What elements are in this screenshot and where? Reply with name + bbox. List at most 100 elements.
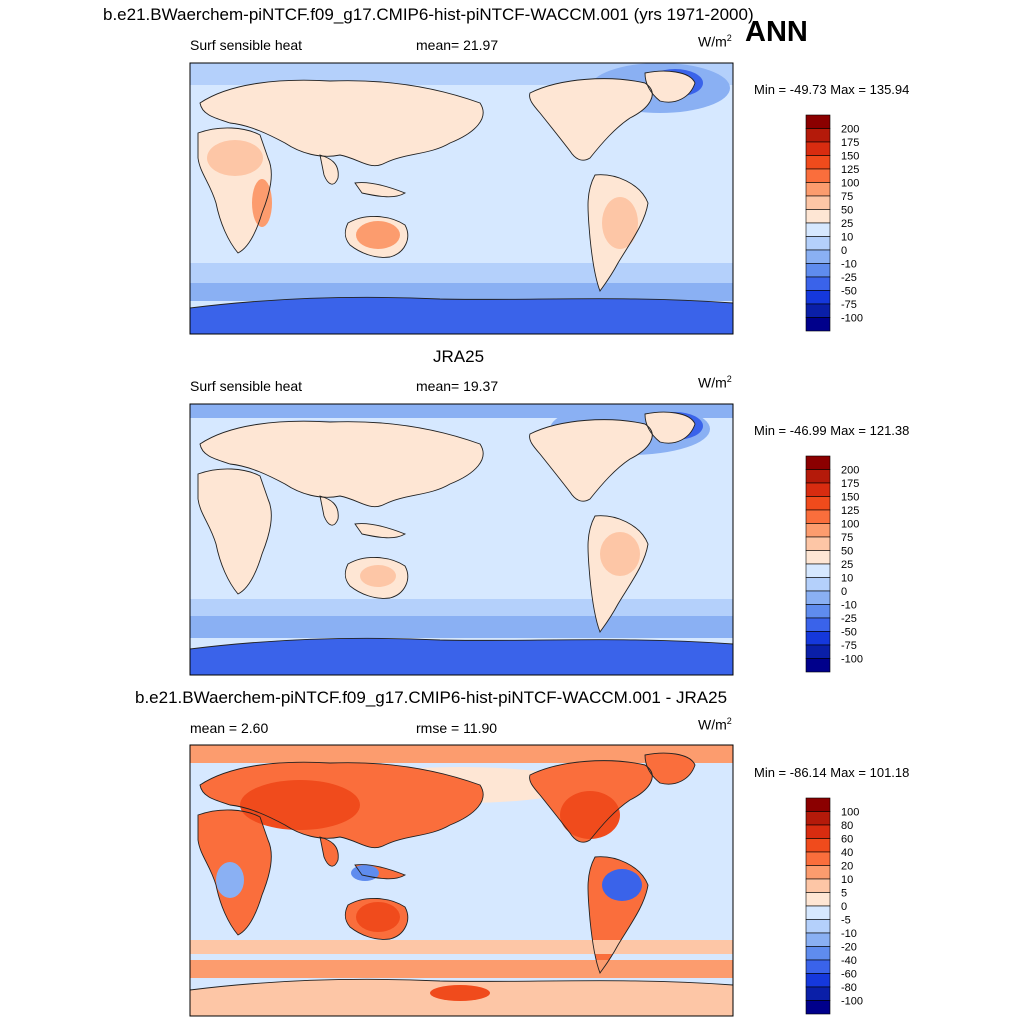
australia-hotspot — [356, 221, 400, 249]
southern-band — [190, 263, 733, 283]
colorbar-swatch — [805, 892, 831, 907]
colorbar-tick-label: 125 — [841, 164, 859, 176]
colorbar-tick-label: 0 — [841, 901, 847, 913]
colorbar-tick-label: 75 — [841, 191, 853, 203]
colorbar-tick-label: -75 — [841, 299, 857, 311]
colorbar-swatch — [805, 155, 831, 170]
colorbar-swatch — [805, 577, 831, 592]
colorbar-swatch — [805, 838, 831, 853]
colorbar-swatch — [805, 811, 831, 826]
colorbar-swatch — [805, 303, 831, 318]
colorbar-tick-label: -100 — [841, 996, 863, 1008]
colorbar-swatch — [805, 973, 831, 988]
colorbar-swatch — [805, 209, 831, 224]
colorbar-tick-label: 0 — [841, 586, 847, 598]
south-america-hotspot — [600, 532, 640, 576]
colorbar-tick-label: 50 — [841, 546, 853, 558]
colorbar-tick-label: -25 — [841, 613, 857, 625]
colorbar-tick-label: -60 — [841, 969, 857, 981]
colorbar-swatch — [805, 1000, 831, 1015]
colorbar-swatch — [805, 590, 831, 605]
colorbar-swatch — [805, 276, 831, 291]
panel1-units: W/m2 — [698, 33, 732, 50]
colorbars: 200175150125100755025100-10-25-50-75-100… — [805, 114, 863, 1015]
colorbar-swatch — [805, 617, 831, 632]
colorbar-tick-label: -80 — [841, 982, 857, 994]
colorbar-tick-label: 125 — [841, 505, 859, 517]
colorbar-swatch — [805, 563, 831, 578]
colorbar-swatch — [805, 604, 831, 619]
colorbar-tick-label: -100 — [841, 313, 863, 325]
season-label: ANN — [745, 16, 808, 48]
colorbar-swatch — [805, 182, 831, 197]
colorbar-tick-label: 60 — [841, 834, 853, 846]
colorbar-swatch — [805, 946, 831, 961]
panel2-mean-label: mean= 19.37 — [416, 378, 499, 394]
arctic-warm-band — [190, 745, 733, 763]
colorbar-swatch — [805, 919, 831, 934]
colorbar-swatch — [805, 195, 831, 210]
colorbar-tick-label: -50 — [841, 627, 857, 639]
panel2-units: W/m2 — [698, 374, 732, 391]
colorbar-swatch — [805, 878, 831, 893]
colorbar-tick-label: 25 — [841, 559, 853, 571]
units-base: W/m — [698, 374, 727, 391]
colorbar-tick-label: 0 — [841, 245, 847, 257]
colorbar-tick-label: 20 — [841, 861, 853, 873]
colorbar-tick-label: 10 — [841, 874, 853, 886]
colorbar-swatch — [805, 959, 831, 974]
east-africa-hotspot — [252, 179, 272, 227]
colorbar-swatch — [805, 482, 831, 497]
map-border — [189, 62, 734, 335]
panel2-title: JRA25 — [433, 347, 485, 366]
colorbar-swatch — [805, 263, 831, 278]
colorbar-swatch — [805, 932, 831, 947]
colorbar-tick-label: -100 — [841, 654, 863, 666]
colorbar-tick-label: -50 — [841, 286, 857, 298]
colorbar-swatch — [805, 222, 831, 237]
panel1-mean-label: mean= 21.97 — [416, 37, 499, 53]
maritime-cold — [351, 865, 379, 881]
sahara-hotspot — [211, 483, 259, 515]
australia-hotspot — [360, 565, 396, 587]
colorbar-swatch — [805, 865, 831, 880]
panel1-title: b.e21.BWaerchem-piNTCF.f09_g17.CMIP6-his… — [103, 5, 754, 24]
colorbar-tick-label: 75 — [841, 532, 853, 544]
southern-ocean-warm-2 — [190, 960, 733, 978]
antarctica-cold — [190, 638, 733, 675]
colorbar-swatch — [805, 644, 831, 659]
colorbar-swatch — [805, 523, 831, 538]
north-america-hot — [560, 791, 620, 839]
colorbar-swatch — [805, 249, 831, 264]
colorbar-swatch — [805, 290, 831, 305]
panel2-variable-label: Surf sensible heat — [190, 378, 303, 394]
colorbar-swatch — [805, 236, 831, 251]
colorbar-swatch — [805, 986, 831, 1001]
antarctica-cold — [190, 297, 733, 334]
panel1-minmax: Min = -49.73 Max = 135.94 — [754, 82, 910, 97]
colorbar-tick-label: 25 — [841, 218, 853, 230]
colorbar-tick-label: 40 — [841, 847, 853, 859]
panel3-rmse-label: rmse = 11.90 — [416, 720, 498, 736]
eurasia-hot — [240, 780, 360, 830]
colorbar-swatch — [805, 824, 831, 839]
colorbar-swatch — [805, 905, 831, 920]
panel2-minmax: Min = -46.99 Max = 121.38 — [754, 423, 910, 438]
colorbar-tick-label: -20 — [841, 942, 857, 954]
units-base: W/m — [698, 33, 727, 50]
panel1-map — [189, 62, 734, 335]
amazon-cold — [602, 869, 642, 901]
panel3-mean-label: mean = 2.60 — [190, 720, 269, 736]
antarctic-hot — [430, 985, 490, 1001]
colorbar-swatch — [805, 455, 831, 470]
sahara-hotspot — [207, 140, 263, 176]
panel3-minmax: Min = -86.14 Max = 101.18 — [754, 765, 910, 780]
map-border — [189, 403, 734, 676]
colorbar-tick-label: -5 — [841, 915, 851, 927]
units-exponent: 2 — [726, 33, 732, 43]
colorbar-tick-label: 50 — [841, 205, 853, 217]
colorbar-swatch — [805, 550, 831, 565]
